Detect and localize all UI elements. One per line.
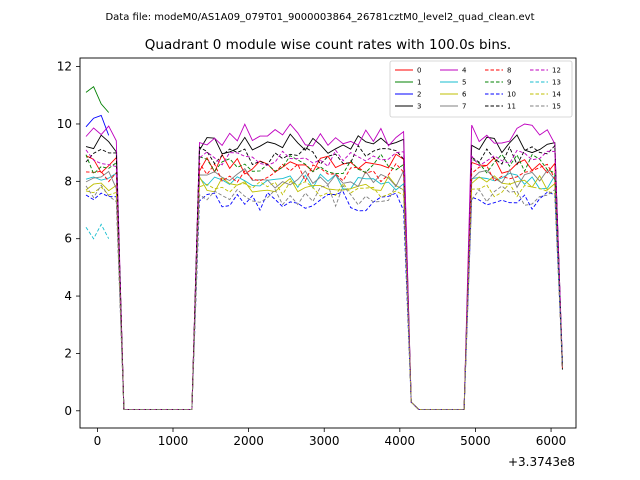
y-axis: 0 2 4 6 8 10 12: [57, 60, 80, 418]
legend-label-0: 0: [417, 67, 421, 75]
x-tick-label: 6000: [536, 434, 567, 448]
legend-label-14: 14: [552, 91, 561, 99]
legend-frame: [389, 60, 573, 118]
series-line-6: [85, 174, 563, 410]
series-line-14: [85, 180, 563, 410]
y-tick-label: 2: [64, 346, 72, 360]
series-lines: [85, 86, 563, 410]
y-tick-label: 0: [64, 404, 72, 418]
legend-label-1: 1: [417, 79, 421, 87]
legend-label-2: 2: [417, 91, 421, 99]
x-tick-label: 0: [94, 434, 102, 448]
x-tick-label: 4000: [385, 434, 416, 448]
legend-label-6: 6: [462, 91, 467, 99]
plot-area: [80, 58, 576, 428]
series-line-11: [85, 144, 563, 410]
legend-label-5: 5: [462, 79, 466, 87]
x-tick-label: 3000: [309, 434, 340, 448]
y-tick-label: 12: [57, 60, 72, 74]
x-offset-label: +3.3743e8: [508, 455, 575, 469]
series-line-7: [85, 168, 563, 410]
legend-label-15: 15: [552, 103, 561, 111]
series-line-12: [85, 149, 563, 410]
series-line-10: [85, 191, 563, 410]
x-axis: 0 1000 2000 3000 4000 5000 6000: [94, 428, 567, 448]
y-tick-label: 10: [57, 117, 72, 131]
legend-label-9: 9: [507, 79, 511, 87]
legend-label-4: 4: [462, 67, 467, 75]
series-line-1: [85, 86, 110, 113]
legend-label-8: 8: [507, 67, 511, 75]
legend-label-11: 11: [507, 103, 516, 111]
legend-label-10: 10: [507, 91, 516, 99]
legend-label-13: 13: [552, 79, 561, 87]
x-tick-label: 2000: [233, 434, 264, 448]
series-line-9: [85, 153, 563, 410]
chart-title: Quadrant 0 module wise count rates with …: [145, 37, 511, 53]
legend-label-7: 7: [462, 103, 466, 111]
series-line-2: [85, 114, 110, 136]
series-line-4: [85, 123, 563, 410]
y-tick-label: 6: [64, 232, 72, 246]
series-line-3: [85, 133, 563, 410]
plot-frame: [79, 57, 577, 429]
legend-label-12: 12: [552, 67, 561, 75]
legend-label-3: 3: [417, 103, 421, 111]
chart-suptitle: Data file: modeM0/AS1A09_079T01_90000038…: [105, 12, 534, 23]
series-line-15: [85, 184, 563, 410]
series-line-8: [85, 161, 563, 410]
x-tick-label: 1000: [158, 434, 189, 448]
y-tick-label: 8: [64, 174, 72, 188]
y-tick-label: 4: [64, 289, 72, 303]
x-tick-label: 5000: [460, 434, 491, 448]
series-line-13: [85, 223, 110, 240]
